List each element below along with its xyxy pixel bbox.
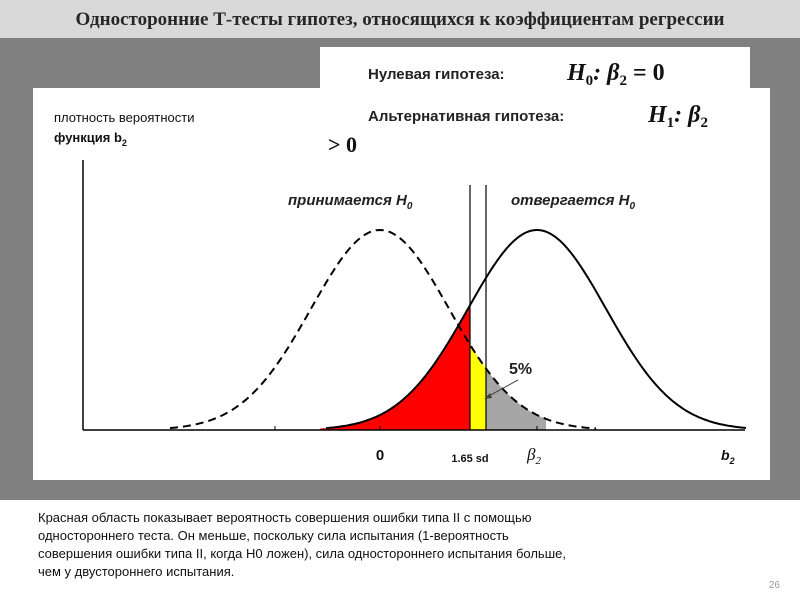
f: = 0	[627, 60, 665, 86]
t: функция b	[54, 130, 122, 145]
alt-label: Альтернативная гипотеза:	[368, 108, 564, 125]
null-label: Нулевая гипотеза:	[368, 66, 505, 83]
null-curve	[169, 228, 597, 430]
alt-continuation: > 0	[328, 132, 357, 157]
alt-curve	[325, 229, 747, 430]
b-label: b2	[721, 447, 735, 466]
title: Односторонние Т-тесты гипотез, относящих…	[76, 9, 725, 30]
arrow-head	[484, 393, 492, 399]
red-area	[320, 305, 470, 430]
t: b	[721, 447, 730, 463]
reject-label: отвергается H0	[511, 192, 636, 212]
alt-formula: H1: β2	[647, 102, 708, 131]
caption-line: чем у двустороннего испытания.	[38, 564, 234, 579]
beta-label: β2	[526, 445, 541, 467]
f: 2	[619, 73, 627, 89]
t: 0	[630, 201, 636, 212]
t: 2	[122, 138, 127, 148]
y-label-1: плотность вероятности	[54, 110, 195, 125]
gray-area	[486, 368, 546, 430]
caption-line: Красная область показывает вероятность с…	[38, 510, 532, 525]
caption-line: совершения ошибки типа II, когда H0 ложе…	[38, 546, 566, 561]
null-formula: H0: β2 = 0	[566, 60, 665, 89]
f: 1	[667, 115, 675, 131]
yellow-area	[470, 344, 486, 430]
f: H	[647, 102, 668, 128]
curves	[169, 228, 747, 430]
critical-label: 1.65 sd	[451, 453, 488, 465]
f: : β	[593, 60, 620, 86]
t: β	[526, 445, 536, 464]
zero-label: 0	[376, 447, 384, 464]
accept-label: принимается H0	[288, 192, 413, 212]
percent-label: 5%	[509, 361, 532, 378]
t: 0	[407, 201, 413, 212]
f: 0	[586, 73, 594, 89]
arrow	[486, 379, 519, 398]
t: принимается H	[288, 192, 408, 209]
f: H	[566, 60, 587, 86]
caption-line: одностороннего теста. Он меньше, посколь…	[38, 528, 509, 543]
t: 2	[535, 455, 541, 467]
page-number: 26	[769, 580, 781, 591]
hypothesis-box	[320, 47, 750, 138]
f: : β	[674, 102, 701, 128]
f: 2	[700, 115, 708, 131]
t: отвергается H	[511, 192, 631, 209]
t: 2	[729, 456, 735, 466]
title-bar	[0, 0, 800, 38]
y-label-2: функция b2	[54, 130, 127, 148]
